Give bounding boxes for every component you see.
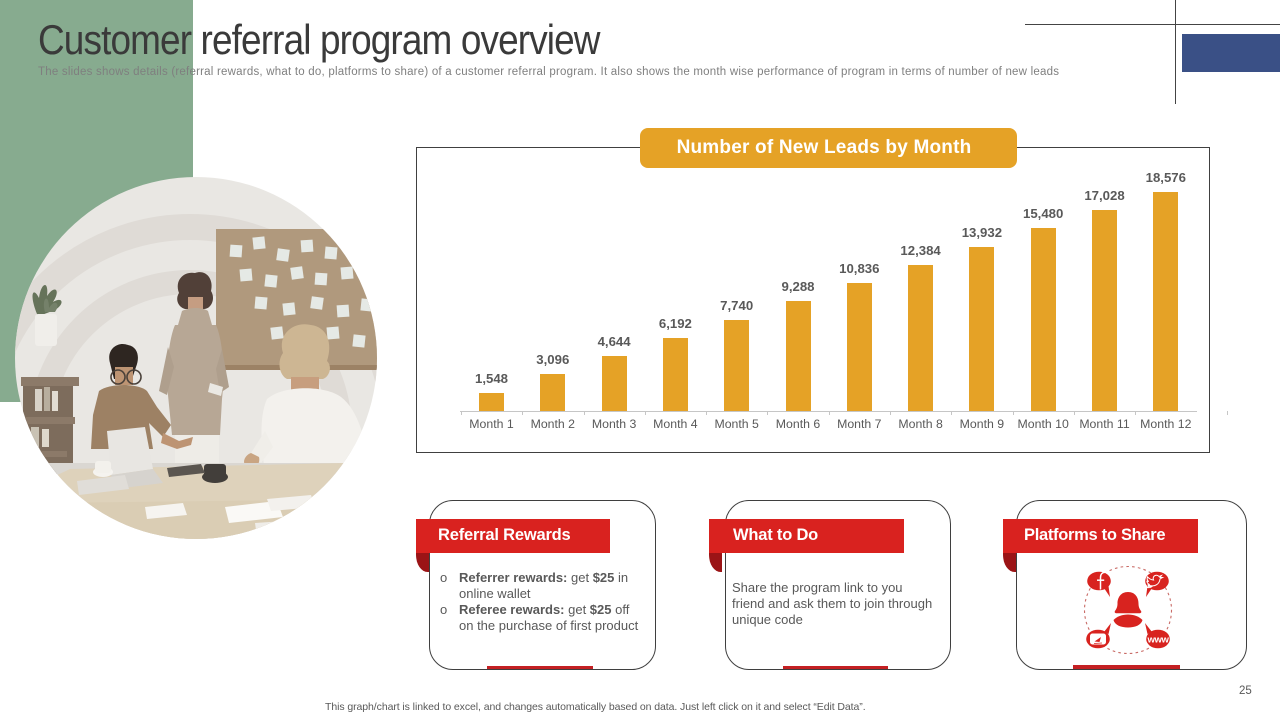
svg-text:www: www <box>1147 635 1170 646</box>
